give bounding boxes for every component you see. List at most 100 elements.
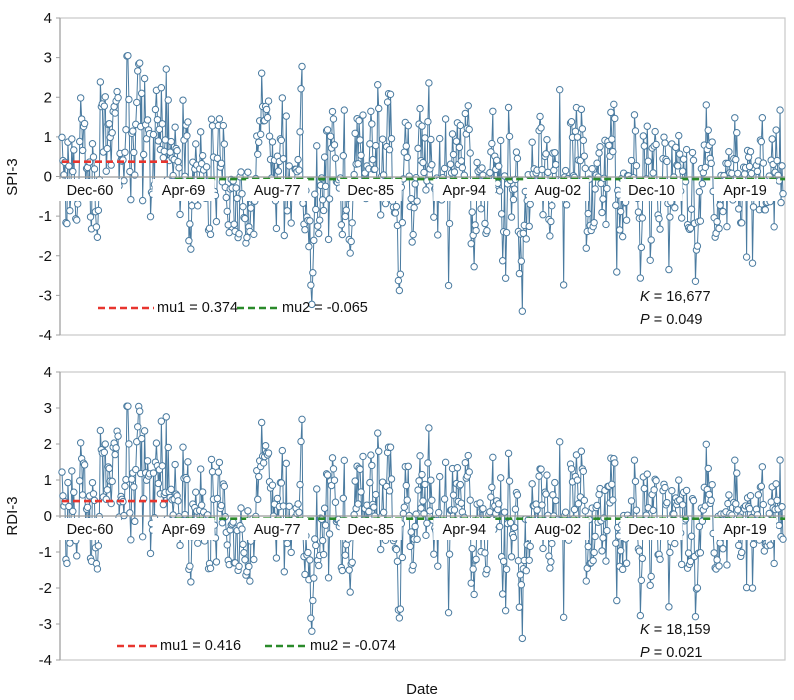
spi3-data-point (403, 153, 411, 162)
spi3-data-point (402, 142, 410, 150)
rdi3-data-point (449, 491, 458, 499)
spi3-data-point (678, 167, 687, 175)
spi3-data-point (346, 249, 354, 257)
spi3-data-point (573, 133, 582, 141)
spi3-data-point (348, 219, 356, 227)
spi3-data-point (513, 154, 522, 163)
rdi3-data-point (765, 509, 773, 518)
rdi3-stats: K = 18,159 P = 0.021 (640, 622, 711, 661)
spi3-data-point (351, 129, 359, 138)
rdi3-data-point (559, 613, 568, 622)
spi3-data-point (528, 138, 536, 146)
spi3-data-point (76, 137, 84, 146)
rdi3-data-point (134, 423, 142, 431)
rdi3-data-point (238, 525, 246, 533)
spi3-data-point (761, 206, 769, 214)
rdi3-data-point (547, 558, 555, 566)
rdi3-data-point (241, 556, 249, 564)
spi3-data-point (579, 136, 588, 145)
rdi3-data-point (295, 508, 303, 516)
spi3-data-point (526, 200, 534, 208)
rdi3-data-point (309, 596, 317, 605)
rdi3-data-point (770, 559, 778, 568)
rdi3-data-point (339, 494, 348, 502)
spi3-data-point (445, 219, 454, 228)
rdi3-data-point (567, 465, 576, 473)
spi3-data-point (593, 159, 601, 167)
rdi3-data-point (198, 488, 207, 496)
spi3-data-point (409, 230, 417, 239)
rdi3-data-point (528, 480, 536, 488)
spi3-data-point (675, 131, 683, 140)
rdi3-data-point (273, 494, 282, 503)
spi3-data-point (278, 94, 287, 102)
rdi3-x-tick-label: Apr-94 (443, 522, 487, 538)
spi3-data-point (347, 237, 355, 246)
rdi3-data-point (101, 440, 109, 448)
rdi3-data-point (63, 559, 71, 568)
rdi3-data-point (504, 449, 513, 458)
rdi3-data-point (323, 471, 332, 479)
spi3-data-point (257, 69, 266, 77)
rdi3-data-point (444, 608, 453, 617)
spi3-data-point (421, 134, 429, 142)
spi3-data-point (753, 167, 762, 176)
spi3-x-tick-label-box (152, 179, 215, 201)
spi3-data-point (610, 100, 618, 109)
spi3-data-point (338, 230, 347, 239)
rdi3-data-point (321, 521, 330, 529)
spi3-data-point (160, 147, 169, 155)
rdi3-data-point (138, 533, 147, 541)
spi3-data-point (434, 231, 442, 239)
spi3-data-point (256, 130, 265, 139)
spi3-data-point (151, 105, 160, 114)
rdi3-data-point (404, 462, 412, 471)
rdi3-data-point (68, 467, 76, 475)
rdi3-stat-k-symbol: K (640, 622, 651, 638)
spi3-data-point (378, 135, 387, 143)
spi3-data-point (272, 224, 281, 233)
spi3-data-point (489, 107, 497, 116)
rdi3-data-point (713, 556, 721, 564)
rdi3-data-point (646, 581, 654, 590)
spi3-data-point (295, 166, 303, 174)
spi3-data-point (548, 201, 556, 210)
spi3-data-point (404, 121, 412, 130)
rdi3-data-point (176, 541, 184, 550)
rdi3-data-point (420, 510, 428, 518)
rdi3-data-point (254, 495, 262, 504)
spi3-data-point (285, 162, 293, 170)
rdi3-data-point (495, 500, 503, 508)
rdi3-data-point (421, 480, 429, 489)
spi3-data-point (537, 124, 545, 132)
rdi3-data-point (707, 496, 715, 505)
rdi3-data-point (167, 485, 175, 494)
spi3-data-point (724, 159, 732, 168)
rdi3-data-point (733, 469, 741, 477)
spi3-data-point (207, 115, 216, 123)
rdi3-data-point (580, 496, 589, 505)
spi3-data-point (102, 167, 110, 175)
rdi3-data-point (415, 477, 423, 485)
rdi3-data-point (346, 588, 354, 596)
spi3-data-point (396, 270, 405, 278)
spi3-data-point (282, 112, 290, 120)
rdi3-data-point (723, 561, 731, 569)
rdi3-data-point (162, 413, 170, 421)
spi3-data-point (395, 286, 404, 295)
rdi3-data-point (696, 549, 705, 557)
rdi3-stat-p-symbol: P (640, 645, 650, 661)
rdi3-data-point (509, 533, 518, 542)
spi3-data-point (468, 208, 476, 216)
spi3-data-point (238, 190, 246, 198)
rdi3-data-point (573, 476, 582, 484)
rdi3-data-point (602, 557, 610, 565)
spi3-data-point (237, 168, 245, 176)
rdi3-data-point (268, 481, 277, 489)
spi3-data-point (551, 148, 559, 157)
spi3-data-point (536, 112, 544, 121)
rdi3-data-point (543, 471, 551, 479)
rdi3-y-tick-label: 1 (44, 472, 52, 489)
rdi3-x-tick-label-box (714, 518, 777, 540)
rdi3-data-point (402, 481, 410, 490)
